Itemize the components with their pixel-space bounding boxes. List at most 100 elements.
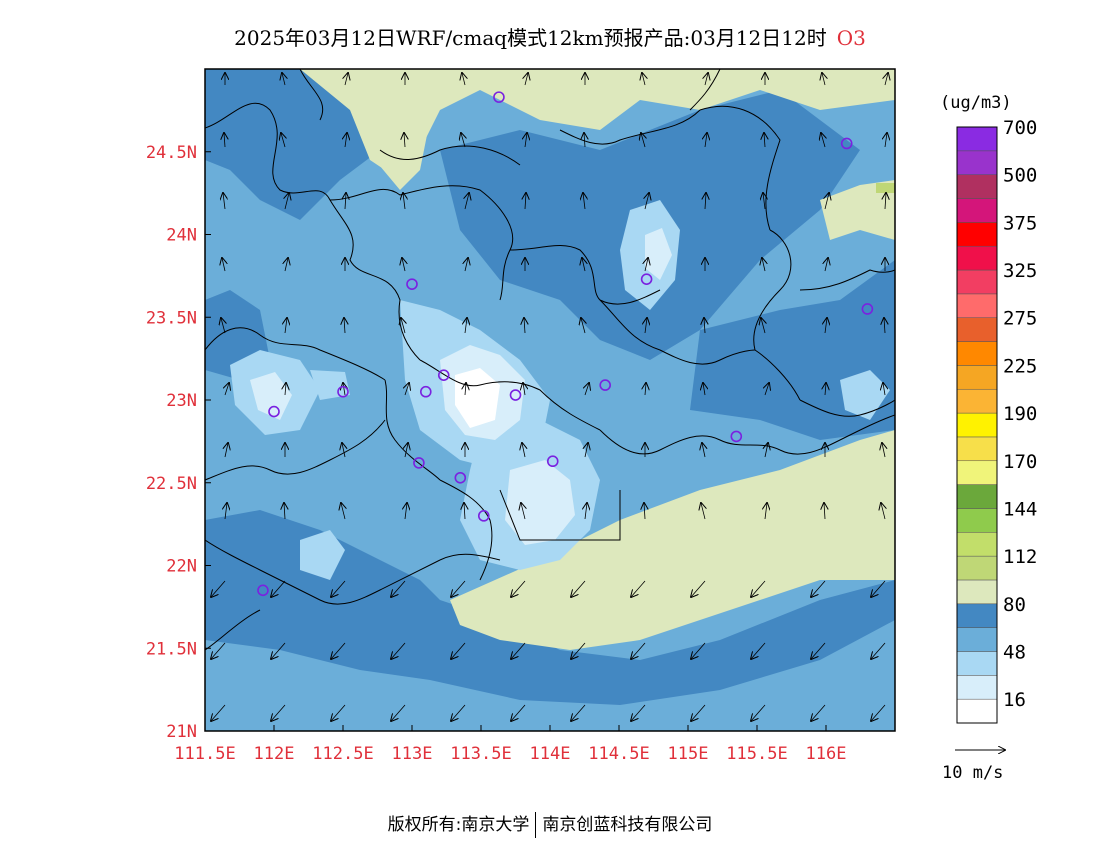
wind-arrow bbox=[765, 503, 767, 520]
wind-arrow bbox=[525, 73, 528, 86]
wind-arrow bbox=[225, 503, 227, 520]
wind-arrow bbox=[885, 193, 886, 210]
legend-swatch bbox=[956, 698, 998, 724]
lon-tick-label: 113E bbox=[392, 744, 433, 764]
wind-arrow bbox=[691, 642, 706, 659]
legend-swatch bbox=[956, 198, 998, 223]
lat-tick-label: 24.5N bbox=[146, 143, 197, 163]
legend-swatch bbox=[956, 627, 998, 652]
wind-arrow bbox=[585, 503, 587, 520]
legend-swatch bbox=[956, 222, 998, 247]
legend-label: 16 bbox=[1003, 689, 1026, 711]
wind-arrow bbox=[645, 383, 646, 396]
wind-arrow bbox=[402, 258, 405, 272]
legend-swatch bbox=[956, 603, 998, 628]
legend-label: 500 bbox=[1003, 165, 1037, 187]
wind-arrow bbox=[751, 580, 766, 597]
wind-arrow bbox=[222, 258, 225, 272]
legend-label: 700 bbox=[1003, 117, 1037, 139]
wind-arrow bbox=[225, 383, 229, 396]
legend-swatch bbox=[956, 675, 998, 700]
wind-arrow bbox=[282, 73, 285, 86]
legend-label: 375 bbox=[1003, 212, 1037, 234]
wind-arrow bbox=[464, 503, 465, 520]
wind-arrow bbox=[225, 443, 228, 458]
wind-arrow bbox=[585, 443, 588, 458]
wind-arrow bbox=[211, 704, 226, 721]
wind-arrow bbox=[582, 258, 585, 272]
station-marker bbox=[546, 455, 559, 468]
station-markers bbox=[257, 91, 874, 597]
legend-swatch bbox=[956, 579, 998, 605]
map-title: 2025年03月12日WRF/cmaq模式12km预报产品:03月12日12时 O… bbox=[0, 22, 1100, 51]
wind-arrow bbox=[342, 443, 345, 458]
station-marker bbox=[413, 457, 425, 469]
wind-arrow bbox=[764, 133, 765, 148]
lat-tick-label: 21N bbox=[166, 722, 197, 742]
lon-tick-label: 112.5E bbox=[312, 744, 373, 764]
lat-tick-label: 22.5N bbox=[146, 474, 197, 494]
wind-arrow bbox=[391, 580, 406, 597]
wind-arrow bbox=[465, 193, 469, 210]
legend-swatch bbox=[956, 555, 998, 581]
wind-vectors bbox=[211, 73, 888, 721]
wind-arrow bbox=[525, 193, 526, 210]
legend-swatch bbox=[956, 150, 998, 175]
wind-arrow bbox=[702, 443, 705, 458]
wind-arrow bbox=[704, 318, 705, 334]
station-marker bbox=[730, 430, 743, 443]
legend-swatch bbox=[956, 484, 998, 509]
legend-swatch bbox=[956, 174, 998, 199]
color-legend: (ug/m3) 16 48 80 112 144 170 190 225 275 325 375 500… bbox=[940, 93, 1037, 724]
wind-arrow bbox=[221, 318, 225, 334]
legend-label: 325 bbox=[1003, 260, 1037, 282]
copyright-right: 南京创蓝科技有限公司 bbox=[542, 815, 713, 835]
station-marker bbox=[640, 273, 653, 285]
legend-label: 80 bbox=[1003, 594, 1026, 616]
wind-arrow bbox=[705, 73, 708, 86]
wind-arrow bbox=[211, 580, 226, 597]
wind-arrow bbox=[641, 133, 645, 148]
wind-arrow bbox=[224, 133, 225, 148]
legend-swatch bbox=[956, 365, 998, 390]
legend-frame bbox=[956, 126, 998, 724]
station-marker bbox=[419, 385, 432, 398]
wind-arrow bbox=[403, 193, 405, 210]
wind-arrow bbox=[824, 503, 825, 520]
wind-arrow bbox=[462, 73, 465, 86]
wind-arrow bbox=[285, 318, 287, 334]
wind-arrow bbox=[525, 133, 527, 148]
wind-arrow bbox=[465, 318, 467, 334]
lon-tick-label: 114.5E bbox=[588, 744, 649, 764]
wind-arrow bbox=[524, 318, 525, 334]
wind-arrow bbox=[465, 258, 468, 272]
wind-arrow bbox=[522, 443, 525, 458]
station-marker bbox=[406, 278, 418, 290]
wind-arrow bbox=[645, 318, 647, 334]
wind-arrow bbox=[631, 704, 646, 721]
wind-arrow bbox=[585, 383, 589, 396]
legend-swatch bbox=[956, 245, 998, 271]
copyright-footer: 版权所有:南京大学 南京创蓝科技有限公司 bbox=[0, 810, 1100, 838]
legend-swatch bbox=[956, 436, 998, 462]
legend-swatch bbox=[956, 388, 998, 414]
wind-arrow bbox=[825, 383, 826, 396]
wind-arrow bbox=[405, 503, 407, 520]
wind-arrow bbox=[271, 704, 286, 721]
wind-arrow bbox=[345, 133, 347, 148]
wind-arrow bbox=[825, 258, 828, 272]
legend-swatch bbox=[956, 460, 998, 485]
wind-arrow bbox=[762, 258, 765, 272]
legend-label: 144 bbox=[1003, 498, 1037, 520]
wind-arrow bbox=[871, 704, 886, 721]
legend-label: 190 bbox=[1003, 403, 1037, 425]
wind-arrow bbox=[885, 133, 887, 148]
wind-arrow bbox=[883, 383, 885, 396]
wind-arrow bbox=[523, 383, 525, 396]
wind-arrow bbox=[571, 580, 586, 597]
lon-tick-label: 111.5E bbox=[174, 744, 235, 764]
wind-arrow bbox=[461, 133, 465, 148]
wind-arrow bbox=[882, 443, 885, 458]
wind-arrow bbox=[765, 383, 769, 396]
